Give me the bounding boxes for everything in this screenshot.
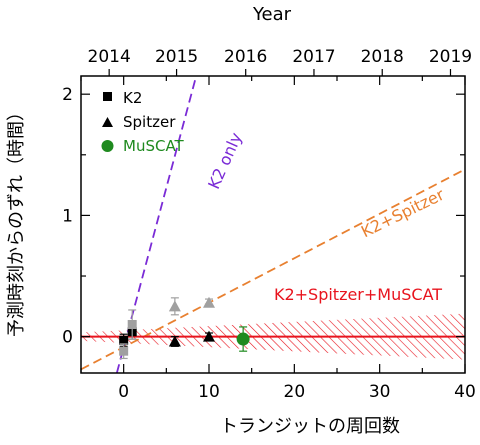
- line-annotations: K2 only K2+Spitzer K2+Spitzer+MuSCAT: [204, 130, 447, 304]
- top-year-tick-label: 2016: [224, 47, 267, 67]
- model-line-0: [115, 76, 198, 373]
- legend-label-muscat: MuSCAT: [123, 137, 185, 155]
- annotation-k2-spitzer-muscat: K2+Spitzer+MuSCAT: [274, 285, 442, 304]
- point-2-0: [168, 335, 181, 347]
- point-4-0: [236, 332, 250, 346]
- point-1-1: [127, 320, 137, 330]
- legend-marker-muscat: [101, 140, 114, 152]
- point-2-1: [203, 330, 215, 342]
- annotation-k2-spitzer: K2+Spitzer: [358, 185, 448, 242]
- x-tick-label: 10: [198, 382, 220, 402]
- top-year-tick-label: 2015: [155, 47, 198, 67]
- x-tick-label: 40: [454, 382, 476, 402]
- legend-marker-spitzer: [102, 117, 113, 127]
- annotation-k2-only: K2 only: [204, 130, 246, 192]
- x-tick-label: 30: [369, 382, 391, 402]
- top-year-tick-label: 2017: [292, 47, 335, 67]
- y-tick-label: 1: [62, 206, 73, 226]
- legend-label-k2: K2: [123, 89, 142, 107]
- top-year-tick-label: 2018: [361, 47, 404, 67]
- point-3-1: [203, 296, 215, 308]
- legend-label-spitzer: Spitzer: [123, 113, 176, 131]
- point-1-0: [119, 346, 129, 356]
- legend-marker-k2: [103, 92, 112, 101]
- plot-frame: [80, 75, 466, 374]
- x-tick-label: 20: [284, 382, 306, 402]
- y-axis-title: 予測時刻からのずれ（時間）: [6, 103, 27, 337]
- top-axis-title: Year: [252, 4, 292, 25]
- data-points-layer: [119, 296, 250, 360]
- y-tick-label: 2: [62, 85, 73, 105]
- axes-layer: 0 10 20 30 40 0 1 2 2014 2015 2016 2017 2018 2019: [62, 47, 476, 402]
- point-0-0: [119, 335, 129, 345]
- top-year-tick-label: 2019: [429, 47, 472, 67]
- model-lines-layer: [81, 76, 465, 373]
- top-year-tick-label: 2014: [88, 47, 131, 67]
- x-axis-title: トランジットの周回数: [220, 416, 400, 437]
- x-tick-label: 0: [118, 382, 129, 402]
- point-3-0: [168, 300, 181, 312]
- legend: K2 Spitzer MuSCAT: [101, 89, 185, 155]
- y-tick-label: 0: [62, 328, 73, 348]
